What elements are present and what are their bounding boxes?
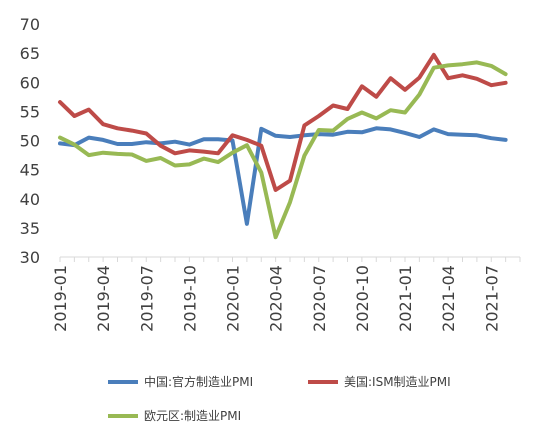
y-tick-label: 30 — [20, 248, 40, 267]
y-tick-label: 50 — [20, 132, 40, 151]
x-axis: 2019-01 2019-04 2019-07 2019-10 2020-01 2020-… — [51, 257, 521, 332]
x-tick-label: 2020-10 — [353, 265, 372, 332]
x-tick-label: 2019-01 — [51, 265, 70, 332]
x-tick-label: 2020-04 — [267, 265, 286, 332]
series-line-2 — [58, 52, 508, 192]
series-line-3 — [58, 60, 508, 240]
series-lines — [58, 52, 508, 240]
y-tick-label: 60 — [20, 73, 40, 92]
x-tick-label: 2019-10 — [180, 265, 199, 332]
legend-label: 美国:ISM制造业PMI — [344, 375, 451, 389]
y-axis: 30 35 40 45 50 55 60 65 70 — [20, 15, 40, 267]
x-tick-label: 2020-07 — [310, 265, 329, 332]
series-line-1 — [58, 126, 508, 226]
y-tick-label: 40 — [20, 190, 40, 209]
y-tick-label: 65 — [20, 44, 40, 63]
x-tick-label: 2021-07 — [482, 265, 501, 332]
y-tick-label: 55 — [20, 102, 40, 121]
x-tick-label: 2020-01 — [224, 265, 243, 332]
legend: 中国:官方制造业PMI 美国:ISM制造业PMI 欧元区:制造业PMI — [108, 374, 451, 423]
y-tick-label: 70 — [20, 15, 40, 34]
x-tick-label: 2019-07 — [137, 265, 156, 332]
y-tick-label: 45 — [20, 161, 40, 180]
legend-label: 中国:官方制造业PMI — [144, 374, 253, 389]
x-tick-label: 2021-01 — [396, 265, 415, 332]
x-tick-label: 2019-04 — [94, 265, 113, 332]
y-tick-label: 35 — [20, 219, 40, 238]
legend-label: 欧元区:制造业PMI — [144, 409, 241, 423]
x-tick-label: 2021-04 — [439, 265, 458, 332]
